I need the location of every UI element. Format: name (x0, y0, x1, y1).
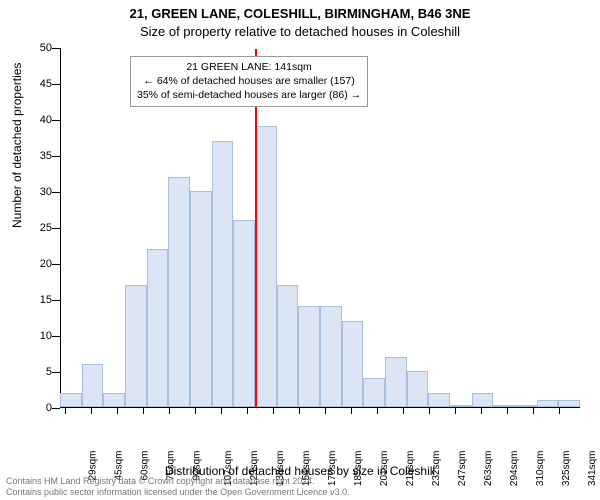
bar (342, 321, 364, 407)
x-tick (533, 408, 534, 414)
y-tick (52, 84, 60, 85)
y-tick-label: 0 (46, 402, 52, 414)
y-tick (52, 192, 60, 193)
bar (277, 285, 299, 407)
x-tick (481, 408, 482, 414)
y-tick-label: 35 (40, 150, 52, 162)
x-tick (351, 408, 352, 414)
bar (103, 393, 125, 407)
y-tick (52, 300, 60, 301)
x-tick (247, 408, 248, 414)
bar (233, 220, 255, 407)
bar (515, 405, 537, 407)
bar (320, 306, 342, 407)
y-tick-label: 15 (40, 294, 52, 306)
y-tick (52, 120, 60, 121)
chart-container: { "titles": { "address": "21, GREEN LANE… (0, 0, 600, 500)
plot-area: 21 GREEN LANE: 141sqm ← 64% of detached … (60, 48, 580, 408)
y-tick (52, 264, 60, 265)
x-tick (65, 408, 66, 414)
y-tick (52, 336, 60, 337)
bar (82, 364, 104, 407)
x-tick (507, 408, 508, 414)
x-tick (559, 408, 560, 414)
y-tick (52, 408, 60, 409)
x-tick (377, 408, 378, 414)
y-tick (52, 372, 60, 373)
bar (450, 405, 472, 407)
x-tick (195, 408, 196, 414)
x-tick (91, 408, 92, 414)
y-tick-label: 20 (40, 258, 52, 270)
x-tick (429, 408, 430, 414)
x-axis-line (60, 407, 580, 408)
x-tick (325, 408, 326, 414)
y-axis-label: Number of detached properties (10, 63, 24, 228)
footer-line2: Contains public sector information licen… (6, 487, 594, 498)
y-axis-line (60, 48, 61, 408)
footer-attribution: Contains HM Land Registry data © Crown c… (6, 476, 594, 499)
y-tick-label: 5 (46, 366, 52, 378)
annotation-line3: 35% of semi-detached houses are larger (… (137, 88, 361, 102)
bar (558, 400, 580, 407)
bar (147, 249, 169, 407)
annotation-box: 21 GREEN LANE: 141sqm ← 64% of detached … (130, 56, 368, 107)
x-tick (299, 408, 300, 414)
y-tick-label: 45 (40, 78, 52, 90)
bar (537, 400, 559, 407)
bar (407, 371, 429, 407)
x-tick (273, 408, 274, 414)
chart-title-address: 21, GREEN LANE, COLESHILL, BIRMINGHAM, B… (0, 6, 600, 21)
y-tick-label: 25 (40, 222, 52, 234)
y-tick-label: 10 (40, 330, 52, 342)
bar (298, 306, 320, 407)
y-tick-label: 30 (40, 186, 52, 198)
x-tick (143, 408, 144, 414)
x-tick (221, 408, 222, 414)
chart-subtitle: Size of property relative to detached ho… (0, 24, 600, 39)
x-tick (455, 408, 456, 414)
x-tick (169, 408, 170, 414)
y-tick (52, 156, 60, 157)
x-tick (117, 408, 118, 414)
y-tick-label: 50 (40, 42, 52, 54)
bar (428, 393, 450, 407)
bar (168, 177, 190, 407)
bar (255, 126, 277, 407)
bar (363, 378, 385, 407)
x-tick (403, 408, 404, 414)
y-tick (52, 48, 60, 49)
bar (385, 357, 407, 407)
y-tick (52, 228, 60, 229)
footer-line1: Contains HM Land Registry data © Crown c… (6, 476, 594, 487)
bar (493, 405, 515, 407)
annotation-line2: ← 64% of detached houses are smaller (15… (137, 74, 361, 88)
y-tick-label: 40 (40, 114, 52, 126)
bar (472, 393, 494, 407)
bar (60, 393, 82, 407)
annotation-line1: 21 GREEN LANE: 141sqm (137, 60, 361, 74)
bar (125, 285, 147, 407)
bar (212, 141, 234, 407)
bar (190, 191, 212, 407)
